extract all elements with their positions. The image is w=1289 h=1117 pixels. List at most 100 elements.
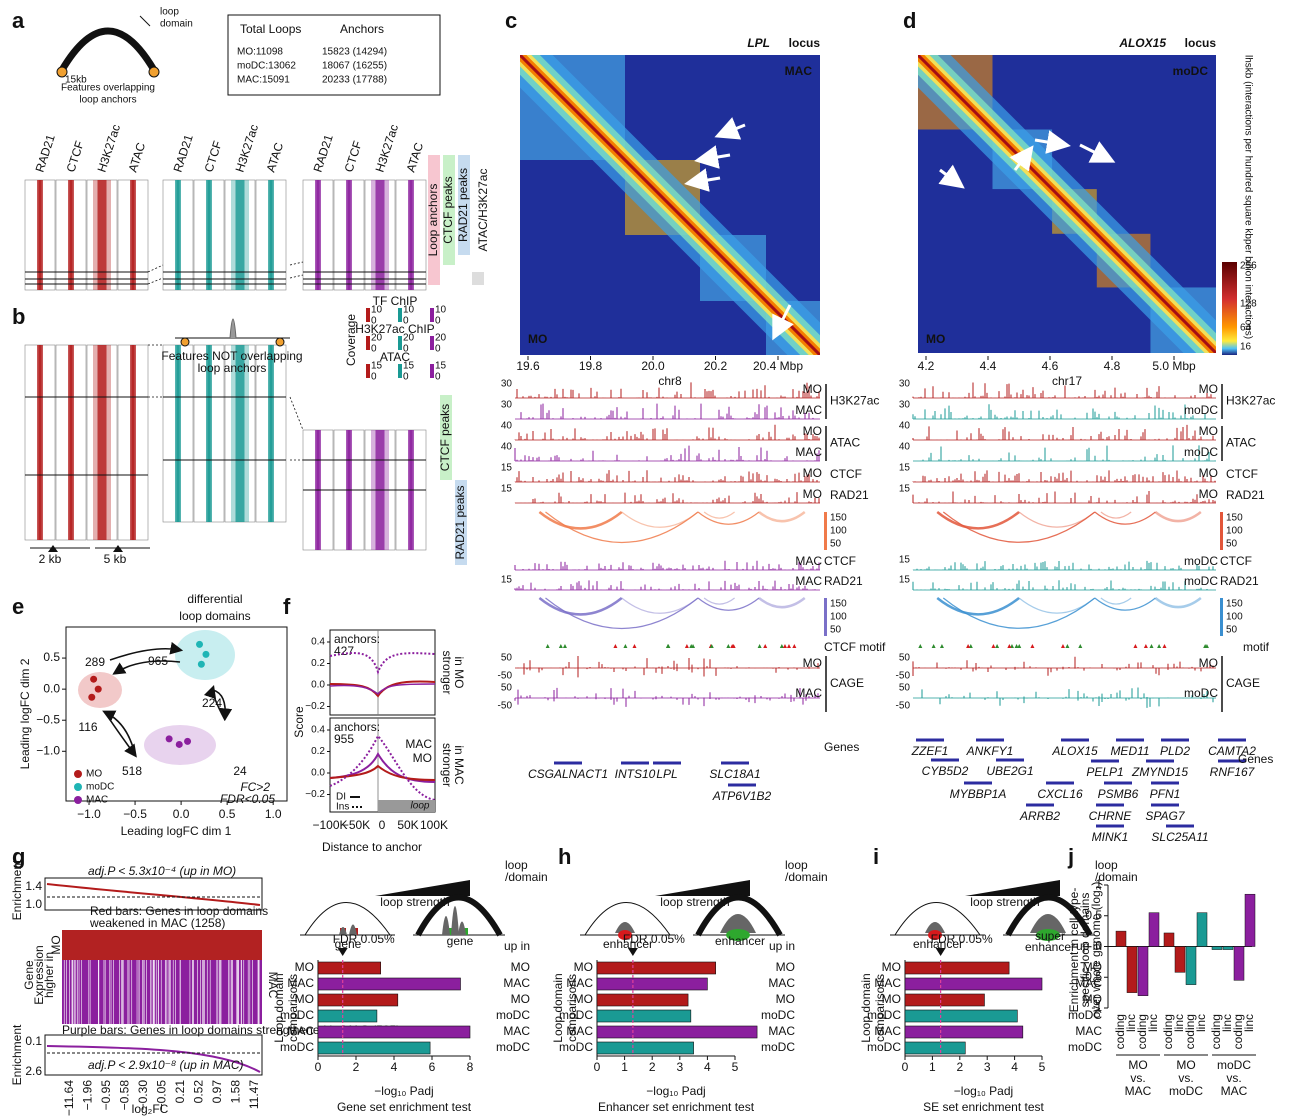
label: Ins	[336, 802, 349, 813]
y-axis-label: Loop domain	[272, 973, 286, 1042]
label: loop	[785, 858, 808, 872]
coverage-colorbar	[430, 336, 434, 350]
peak	[458, 921, 466, 935]
y-tick-label: moDC	[280, 1008, 314, 1022]
heatmap-signal	[176, 180, 180, 290]
y-tick-label: MO	[295, 960, 314, 974]
gene-name: ZZEF1	[911, 744, 949, 758]
y-axis-label: over whole genome (log₂)	[1089, 882, 1103, 1019]
gene-name: SLC25A11	[1151, 830, 1208, 844]
element	[726, 929, 750, 941]
x-tick-label: 0.5	[219, 807, 236, 821]
gene-name: MYBBP1A	[950, 787, 1007, 801]
x-tick-label: 1	[621, 1060, 628, 1074]
signal-track	[514, 470, 818, 482]
x-tick-label: 3	[984, 1060, 991, 1074]
label: loop anchors	[79, 95, 136, 106]
transition-arrow	[104, 711, 137, 758]
track-scale: 30	[501, 400, 513, 411]
label: super	[1035, 929, 1065, 943]
x-tick-label: 0.21	[173, 1080, 187, 1104]
y-tick-label: −0.5	[36, 712, 60, 726]
x-axis-label: Distance to anchor	[322, 840, 422, 854]
loop-bar	[378, 800, 435, 812]
table-cell: 18067 (16255)	[322, 61, 387, 72]
track-sample: MO	[803, 466, 822, 480]
y-tick-label: moDC	[867, 1040, 901, 1054]
bar	[1148, 912, 1160, 947]
column-header: H3K27ac	[373, 123, 402, 174]
loop-arc	[1094, 511, 1156, 525]
track-label: H3K27ac	[1226, 394, 1275, 408]
bar	[1196, 912, 1208, 947]
right-label: moDC	[1068, 1040, 1102, 1054]
bar	[596, 1025, 758, 1039]
x-tick-label: linc	[1220, 1014, 1234, 1032]
anchor	[56, 66, 68, 78]
track-scale: 30	[899, 400, 911, 411]
track-sample: MO	[1199, 424, 1218, 438]
threshold-marker	[935, 948, 946, 956]
y-tick-label: 1	[1095, 877, 1102, 891]
x-axis-label: Leading logFC dim 1	[121, 824, 232, 838]
y-tick-label: 0.0	[43, 681, 60, 695]
label: enhancer	[715, 934, 765, 948]
loop-arc	[415, 894, 503, 937]
x-tick-label: 4.6	[1042, 359, 1059, 373]
label: 20	[403, 333, 415, 344]
x-tick-label: 20.4 Mbp	[753, 359, 803, 373]
signal-track	[912, 580, 1214, 590]
score-line	[329, 764, 436, 781]
x-tick-label: 0	[315, 1060, 322, 1074]
column-header: ATAC	[404, 141, 427, 174]
right-title: up in	[1076, 939, 1102, 953]
loop-scale: 50	[1226, 539, 1238, 550]
peak	[349, 924, 357, 935]
x-tick-label: 1	[929, 1060, 936, 1074]
panel-letter: e	[12, 594, 24, 619]
panel-letter: f	[283, 594, 291, 619]
loop-arc	[697, 511, 760, 525]
bar	[1185, 946, 1197, 985]
y-tick-label: -0.5	[1081, 969, 1102, 983]
label: 0	[403, 372, 409, 383]
bar	[1244, 893, 1256, 947]
plot-frame	[65, 626, 288, 802]
group-label: vs.	[1178, 1071, 1193, 1085]
motif-mark	[632, 644, 637, 648]
motif-mark	[562, 644, 567, 648]
track-sample: MO	[1199, 487, 1218, 501]
label: 0	[435, 316, 441, 327]
column-header: ATAC	[264, 141, 287, 174]
peak	[1030, 914, 1066, 933]
track-scale: 30	[501, 379, 513, 390]
hic-arrow	[772, 304, 794, 341]
hic-arrow	[714, 117, 746, 140]
label: domain	[160, 19, 193, 30]
gene-name: CSGALNACT1	[528, 767, 608, 781]
motif-mark	[613, 644, 618, 648]
y-tick-label: 0.4	[311, 725, 325, 736]
signal-track	[514, 580, 816, 590]
motif-mark	[1065, 644, 1070, 648]
loop-colorbar	[824, 598, 827, 636]
y-tick-label: 0.0	[311, 680, 325, 691]
heatmap-signal	[235, 345, 245, 522]
point	[94, 685, 102, 693]
peak	[720, 914, 756, 933]
group-label: MO	[1176, 1058, 1195, 1072]
side-label: RAD21 peaks	[456, 168, 470, 242]
x-tick-label: coding	[1231, 1014, 1245, 1049]
loop-arc	[621, 511, 699, 528]
panel-letter: i	[873, 844, 879, 869]
right-label: moDC	[496, 1040, 530, 1054]
x-tick-label: −0.95	[99, 1080, 113, 1111]
motif-mark	[1143, 644, 1148, 648]
track-scale: 15	[899, 555, 911, 566]
axis-label: Enrichment	[10, 859, 24, 920]
x-axis-label: log₂FC	[132, 1102, 169, 1116]
side-band	[455, 480, 467, 565]
x-tick-label: linc	[1172, 1014, 1186, 1032]
group-label: moDC	[1217, 1058, 1251, 1072]
gene-name: LPL	[656, 767, 677, 781]
